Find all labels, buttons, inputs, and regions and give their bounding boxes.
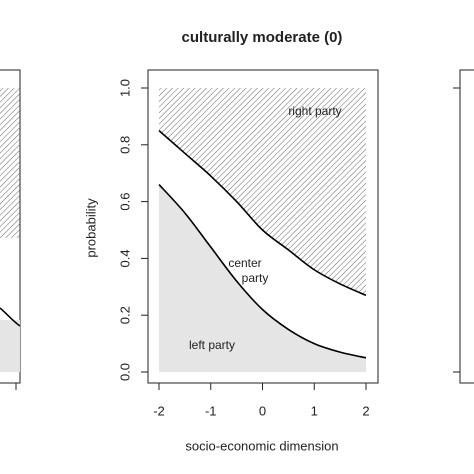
y-tick-label: 0.6 xyxy=(117,193,132,211)
y-axis-label: probability xyxy=(83,198,98,258)
x-tick-label: -1 xyxy=(205,403,217,418)
y-tick-label: 0.4 xyxy=(117,249,132,267)
x-tick-label: 2 xyxy=(362,403,369,418)
boundary-line xyxy=(158,129,367,297)
plot-area xyxy=(158,88,367,372)
area xyxy=(159,184,366,372)
y-tick-label: 1.0 xyxy=(117,79,132,97)
x-axis-label: socio-economic dimension xyxy=(185,438,338,453)
series-label: left party xyxy=(189,338,235,352)
series-label: right party xyxy=(288,104,341,118)
x-tick-label: 1 xyxy=(311,403,318,418)
x-tick-label: 0 xyxy=(259,403,266,418)
y-tick-label: 0.8 xyxy=(117,136,132,154)
y-tick-label: 0.2 xyxy=(117,306,132,324)
x-tick-label: -2 xyxy=(153,403,165,418)
area xyxy=(159,130,366,358)
neighbour-panel-left xyxy=(0,69,21,390)
neighbour-panel-right xyxy=(453,69,474,384)
chart-title: culturally moderate (0) xyxy=(182,29,343,46)
series-label: center party xyxy=(228,256,268,285)
boundary-line xyxy=(158,184,367,359)
area xyxy=(159,88,366,296)
y-tick-label: 0.0 xyxy=(117,363,132,381)
